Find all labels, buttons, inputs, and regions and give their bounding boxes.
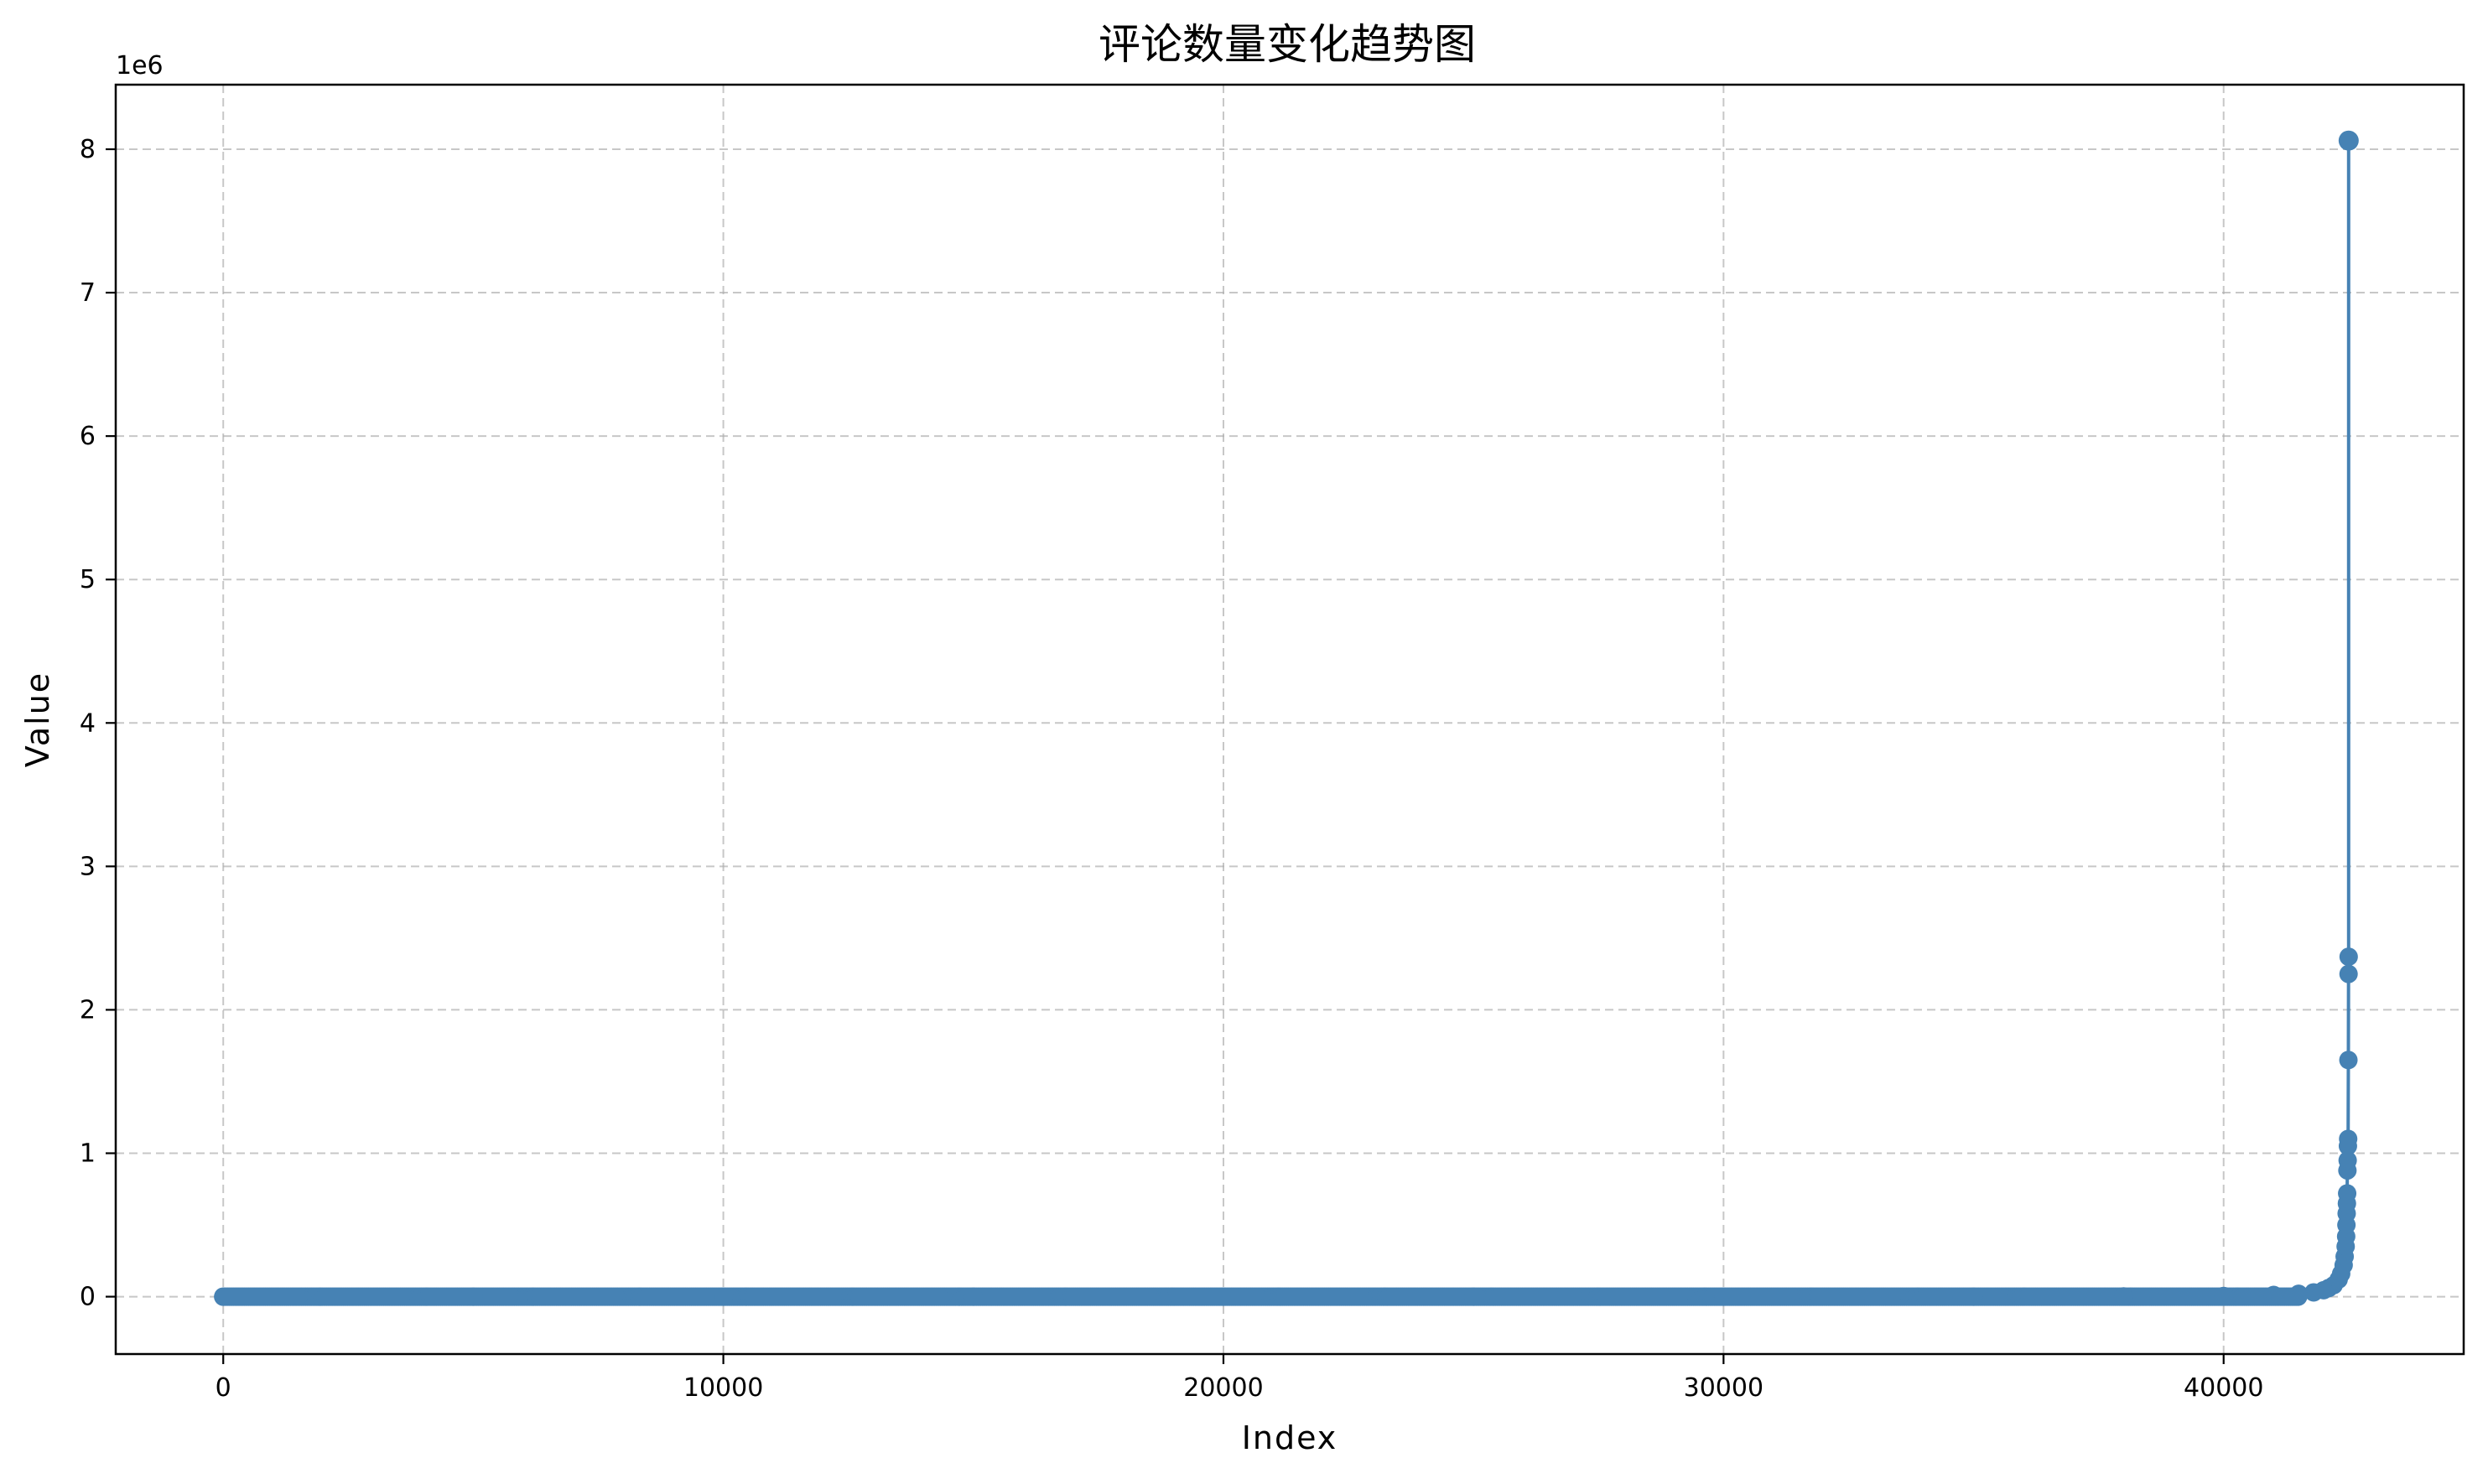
y-tick-label: 4 — [80, 708, 96, 738]
axis-ticks: 0 10000 20000 30000 40000 0 1 2 3 4 5 6 7 8 — [80, 135, 2264, 1403]
data-point — [2289, 1284, 2309, 1304]
y-tick-label: 5 — [80, 565, 96, 594]
y-tick-label: 8 — [80, 135, 96, 164]
data-point — [464, 1287, 483, 1306]
data-point — [964, 1287, 983, 1306]
x-tick-label: 30000 — [1684, 1373, 1763, 1403]
data-point — [2264, 1285, 2283, 1305]
y-tick-label: 7 — [80, 278, 96, 308]
data-point — [1714, 1287, 1733, 1306]
chart-title: 评论数量变化趋势图 — [1099, 20, 1476, 69]
y-tick-label: 1 — [80, 1139, 96, 1168]
data-point — [214, 1287, 233, 1306]
x-axis-label: Index — [1242, 1419, 1338, 1456]
y-axis-label: Value — [19, 672, 56, 767]
series-layer — [214, 130, 2359, 1306]
x-tick-label: 10000 — [683, 1373, 763, 1403]
data-point — [1213, 1287, 1233, 1306]
x-tick-label: 40000 — [2184, 1373, 2263, 1403]
x-tick-label: 0 — [216, 1373, 231, 1403]
series-line — [223, 140, 2350, 1299]
data-point — [2338, 1184, 2357, 1203]
grid-lines — [116, 85, 2464, 1354]
y-tick-label: 0 — [80, 1283, 96, 1312]
data-point — [2214, 1286, 2233, 1305]
data-point — [1964, 1287, 1983, 1306]
data-point — [2114, 1287, 2133, 1306]
y-tick-label: 2 — [80, 995, 96, 1025]
data-point — [2339, 1051, 2358, 1070]
data-point — [2339, 947, 2358, 967]
y-offset-label: 1e6 — [116, 51, 164, 80]
data-point — [714, 1287, 733, 1306]
data-point — [2339, 964, 2358, 983]
data-point — [2339, 1129, 2358, 1149]
data-point — [1464, 1287, 1483, 1306]
x-tick-label: 20000 — [1183, 1373, 1263, 1403]
data-point — [2338, 1151, 2357, 1170]
data-point-peak — [2338, 130, 2359, 151]
plot-area-frame — [114, 83, 2465, 1356]
y-tick-label: 6 — [80, 422, 96, 451]
y-tick-label: 3 — [80, 852, 96, 881]
